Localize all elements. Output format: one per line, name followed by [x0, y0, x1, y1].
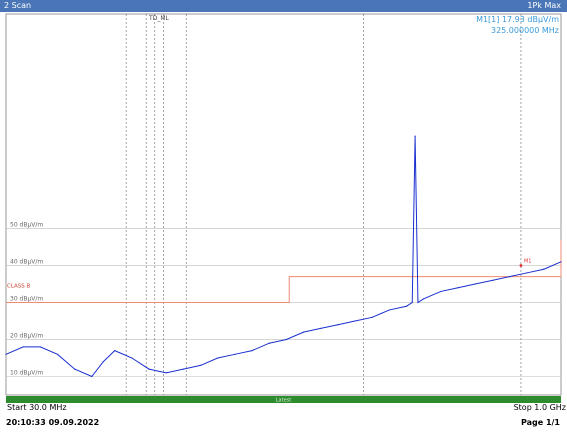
trace-point	[268, 342, 270, 344]
marker-peak-label: M1	[524, 259, 532, 265]
reference-label: 10 dBµV/m	[10, 370, 43, 377]
trace-point	[414, 135, 416, 137]
trace-point	[320, 327, 322, 330]
trace-point	[474, 283, 476, 285]
spectrum-plot: 50 dBµV/m 40 dBµV/m 30 dBµV/m 20 dBµV/m 10 d…	[5, 13, 562, 404]
trace-point	[217, 357, 219, 359]
plot-frame: 2 Scan 1Pk Max 50 dBµV/m 40 dBµV/m 30 dBµV…	[0, 0, 567, 412]
plot-area	[5, 13, 562, 396]
trace-point	[182, 368, 184, 370]
reference-label: 50 dBµV/m	[10, 222, 43, 229]
reference-label: 20 dBµV/m	[10, 333, 43, 340]
detector-mode-label: 1Pk Max	[527, 1, 561, 10]
marker-label: M1[1]	[476, 15, 500, 24]
trace-point	[543, 268, 545, 270]
trace-point	[285, 338, 287, 341]
trace-point	[302, 331, 305, 333]
trace-point	[423, 298, 425, 300]
trace-point	[148, 368, 150, 370]
trace-point	[491, 279, 493, 281]
trace-point	[56, 353, 59, 355]
timestamp: 20:10:33 09.09.2022	[6, 418, 100, 427]
limit-line	[6, 239, 562, 304]
trace-point	[457, 287, 459, 289]
trace-point	[526, 272, 528, 274]
trace-point	[165, 372, 167, 374]
trace-point	[74, 368, 76, 370]
trace-point	[102, 361, 104, 363]
trace-point	[91, 375, 93, 378]
trace-point	[388, 309, 390, 311]
trace-point	[39, 346, 41, 348]
trace-point	[405, 305, 408, 307]
trace-point	[251, 350, 253, 352]
frequency-footer: Start 30.0 MHz Stop 1.0 GHz	[7, 403, 566, 413]
marker-peak-point	[519, 264, 523, 267]
trace-point	[371, 316, 373, 318]
window-title: 2 Scan	[4, 1, 32, 10]
page-indicator: Page 1/1	[520, 418, 560, 427]
marker-frequency: 325.000000 MHz	[490, 26, 559, 35]
trace-point	[114, 350, 116, 352]
trace-point	[354, 320, 356, 322]
trace-point	[199, 364, 202, 367]
trace-point	[337, 324, 339, 326]
trace-point	[131, 357, 133, 359]
vertical-line-label: TD_ML	[148, 15, 169, 22]
start-frequency: Start 30.0 MHz	[7, 403, 67, 412]
trace-point	[508, 276, 511, 278]
trace-point	[234, 353, 236, 355]
limit-label: CLASS B	[7, 284, 31, 290]
trace-point	[22, 346, 24, 348]
trace-point	[5, 353, 7, 355]
header-bar: 2 Scan 1Pk Max	[0, 0, 567, 12]
trace-point	[411, 301, 413, 304]
marker-level: 17.93 dBµV/m	[501, 15, 559, 24]
marker-readout: M1[1] 17.93 dBµV/m 325.000000 MHz	[476, 14, 559, 36]
trace-point	[417, 301, 419, 304]
stop-frequency: Stop 1.0 GHz	[513, 403, 566, 412]
trace-point	[560, 261, 562, 263]
reference-label: 40 dBµV/m	[10, 259, 43, 266]
marker-info: M1[1] 17.93 dBµV/m	[476, 14, 559, 25]
footer-bar-text: Latest	[276, 398, 291, 404]
trace-point	[440, 290, 442, 293]
footer-status-bar	[6, 396, 561, 403]
reference-label: 30 dBµV/m	[10, 296, 43, 303]
